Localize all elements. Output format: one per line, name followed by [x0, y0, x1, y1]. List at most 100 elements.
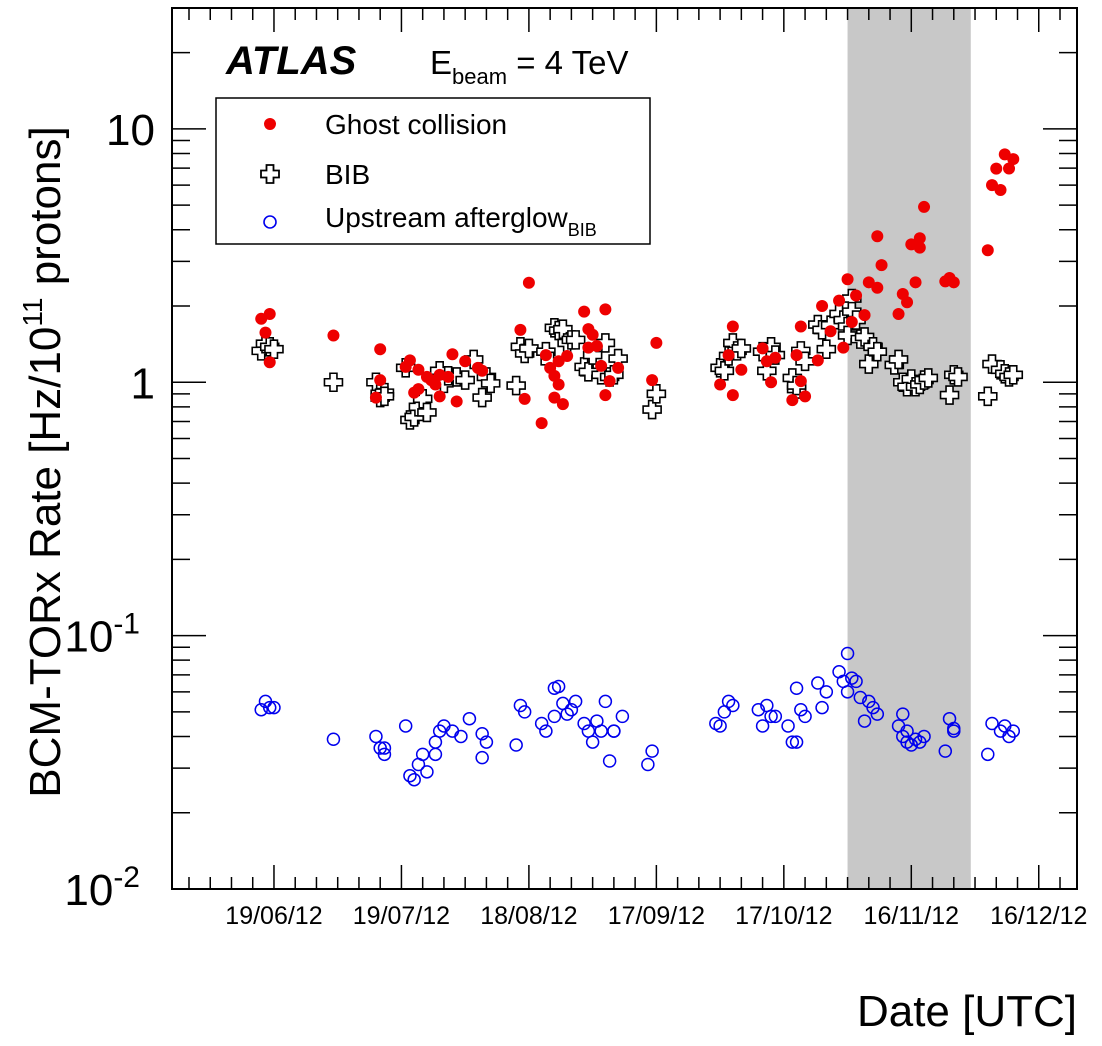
upstream-afterglow-point: [568, 694, 583, 709]
x-tick-label: 16/11/12: [864, 902, 959, 930]
upstream-afterglow-point: [369, 729, 383, 744]
ghost-collision-point: [403, 354, 416, 367]
x-tick-label: 18/08/12: [480, 902, 577, 930]
upstream-afterglow-point: [415, 747, 430, 762]
upstream-afterglow-point: [326, 732, 341, 746]
y-axis-title: BCM-TORx Rate [Hz/1011 protons]: [17, 126, 70, 797]
upstream-afterglow-point: [866, 700, 880, 715]
upstream-afterglow-point: [917, 729, 931, 744]
upstream-afterglow-point: [428, 747, 443, 762]
bib-point: [816, 339, 837, 360]
y-tick-label-base: 10: [64, 613, 113, 662]
plot-frame: [171, 7, 1078, 890]
upstream-afterglow-point: [641, 757, 655, 772]
ghost-collision-point: [374, 343, 387, 356]
upstream-afterglow-point: [857, 714, 872, 728]
upstream-afterglow-point: [900, 724, 914, 738]
y-axis-title-tail: protons]: [21, 126, 70, 297]
upstream-afterglow-point: [539, 724, 553, 738]
upstream-afterglow-point: [428, 735, 443, 749]
legend-marker-bib: [260, 164, 280, 184]
ghost-collision-point: [578, 305, 591, 318]
beam-energy-prefix: E: [430, 44, 452, 81]
upstream-afterglow-point: [254, 702, 268, 717]
x-tick-label: 19/06/12: [225, 902, 322, 930]
ghost-collision-point: [735, 363, 748, 376]
bib-point: [977, 386, 998, 407]
beam-energy-subscript: beam: [452, 64, 507, 89]
ghost-collision-point: [535, 417, 548, 430]
ghost-collision-point: [599, 389, 612, 402]
upstream-afterglow-point: [551, 679, 566, 694]
upstream-afterglow-point: [713, 719, 727, 733]
ghost-collision-point: [769, 351, 782, 364]
ghost-collision-point: [429, 378, 442, 391]
bib-point: [565, 330, 586, 350]
ghost-collision-point: [539, 349, 552, 362]
ghost-collision-point: [833, 294, 846, 307]
upstream-afterglow-point: [407, 772, 421, 787]
x-axis-title: Date [UTC]: [857, 987, 1077, 1036]
bib-point: [948, 367, 968, 387]
upstream-afterglow-point: [789, 735, 804, 749]
bib-point: [519, 338, 539, 359]
upstream-afterglow-point: [751, 702, 766, 717]
y-tick-label-base: 1: [131, 359, 155, 408]
ghost-collision-point: [786, 394, 799, 407]
ghost-collision-point: [650, 336, 663, 349]
upstream-afterglow-point: [764, 709, 778, 724]
ghost-collision-point: [552, 378, 565, 391]
bib-point: [731, 338, 752, 359]
upstream-afterglow-point: [815, 700, 829, 715]
upstream-afterglow-point: [560, 707, 574, 721]
ghost-collision-point: [433, 390, 446, 403]
x-tick-label: 17/09/12: [608, 902, 705, 930]
data-points-layer: [251, 148, 1024, 787]
bib-point: [867, 341, 888, 362]
bib-point: [859, 354, 879, 374]
legend-label-upstream-afterglow-main: Upstream afterglow: [325, 202, 569, 233]
ghost-collision-point: [1003, 162, 1016, 175]
upstream-afterglow-point: [577, 716, 591, 731]
ghost-collision-point: [586, 328, 599, 341]
x-tick-label: 17/10/12: [735, 902, 832, 930]
upstream-afterglow-point: [602, 754, 617, 768]
bib-point: [939, 385, 960, 405]
shaded-band-layer: [847, 8, 971, 889]
upstream-afterglow-point: [981, 747, 995, 762]
upstream-afterglow-point: [819, 685, 834, 699]
ghost-collision-point: [476, 364, 489, 377]
ghost-collision-point: [726, 389, 739, 402]
upstream-afterglow-point: [420, 765, 434, 779]
ghost-collision-point: [981, 244, 994, 257]
y-tick-label-base: 10: [64, 866, 113, 915]
x-tick-label: 16/12/12: [990, 902, 1087, 930]
ghost-collision-point: [556, 398, 569, 411]
upstream-afterglow-point: [849, 674, 863, 689]
ghost-collision-point: [947, 276, 960, 289]
upstream-afterglow-point: [262, 700, 277, 715]
upstream-afterglow-point: [377, 741, 392, 755]
ghost-collision-point: [603, 375, 616, 388]
upstream-afterglow-point: [607, 724, 621, 738]
upstream-afterglow-point: [509, 738, 523, 752]
ghost-collision-point: [1007, 153, 1020, 166]
upstream-afterglow-point: [726, 698, 740, 713]
ghost-collision-point: [595, 359, 608, 372]
bib-point: [918, 368, 939, 388]
upstream-afterglow-point: [721, 694, 736, 709]
y-tick-label-base: 10: [106, 106, 155, 155]
y-tick-label: 10-2: [64, 861, 140, 915]
ghost-collision-point: [522, 276, 535, 289]
bib-point: [888, 349, 909, 370]
upstream-afterglow-point: [794, 702, 808, 717]
upstream-afterglow-point: [398, 719, 413, 733]
bib-point: [837, 325, 858, 346]
legend-label-upstream-afterglow: Upstream afterglowBIB: [325, 202, 597, 240]
bib-point: [646, 384, 667, 404]
axis-labels-layer: 19/06/12 19/07/12 18/08/12 17/09/12 17/10/12…: [64, 106, 1087, 930]
upstream-afterglow-point: [534, 716, 549, 731]
ghost-collision-point: [794, 375, 807, 388]
ghost-collision-point: [794, 320, 807, 333]
